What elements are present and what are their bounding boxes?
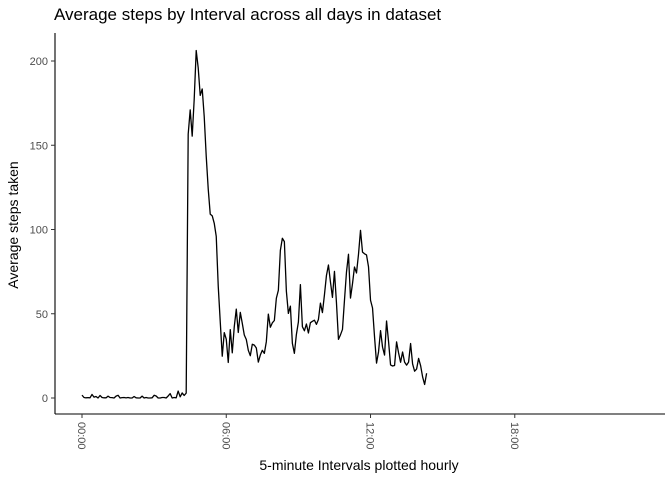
y-tick-label: 150 (30, 140, 48, 152)
y-axis-title: Average steps taken (5, 161, 21, 288)
y-tick-label: 200 (30, 56, 48, 68)
plot-area (81, 49, 428, 399)
x-axis-title: 5-minute Intervals plotted hourly (259, 457, 458, 473)
x-tick-label: 12:00 (364, 422, 376, 450)
y-tick-label: 100 (30, 225, 48, 237)
x-tick-label: 18:00 (508, 422, 520, 450)
y-tick-label: 50 (36, 309, 48, 321)
y-tick-label: 0 (42, 393, 48, 405)
x-axis: 00:00 06:00 12:00 18:00 (55, 413, 665, 450)
chart-title: Average steps by Interval across all day… (54, 5, 441, 24)
x-tick-label: 06:00 (219, 422, 231, 450)
series-line (81, 49, 428, 399)
x-tick-label: 00:00 (75, 422, 87, 450)
y-axis: 0 50 100 150 200 (30, 33, 56, 414)
